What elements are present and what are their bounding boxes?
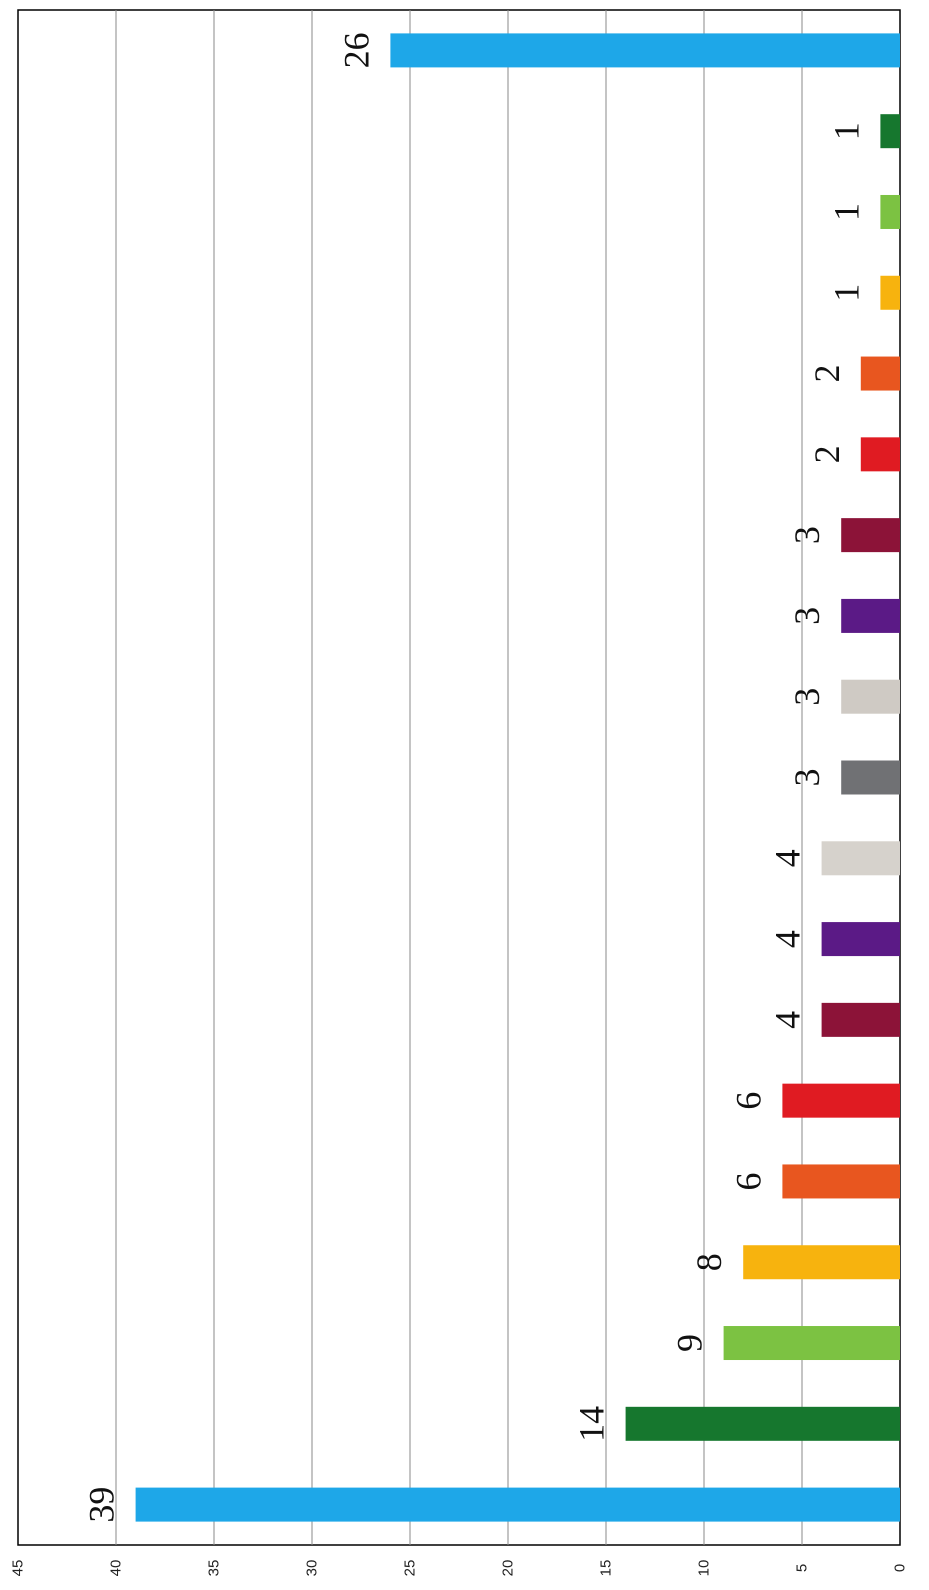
bar <box>841 679 900 714</box>
data-label: 3 <box>787 688 827 706</box>
data-label: 3 <box>787 526 827 544</box>
tick-label: 10 <box>696 1560 713 1577</box>
bar <box>782 1083 900 1118</box>
bar <box>821 1002 900 1037</box>
bar <box>841 598 900 633</box>
bar <box>625 1406 900 1441</box>
data-label: 4 <box>768 930 808 948</box>
data-label: 4 <box>768 1011 808 1029</box>
bar <box>880 194 900 229</box>
tick-label: 30 <box>304 1560 321 1577</box>
tick-label: 25 <box>402 1560 419 1577</box>
bar <box>841 518 900 553</box>
plot-area <box>17 9 901 1546</box>
bar <box>821 841 900 876</box>
data-label: 39 <box>82 1487 122 1523</box>
data-label: 3 <box>787 769 827 787</box>
data-label: 9 <box>670 1334 710 1352</box>
data-label: 1 <box>826 122 866 140</box>
bar <box>782 1164 900 1199</box>
data-label: 14 <box>572 1406 612 1442</box>
bar <box>821 922 900 957</box>
data-label: 6 <box>728 1092 768 1110</box>
bar <box>880 114 900 149</box>
data-labels: 39 14 9 8 6 6 4 4 4 3 3 3 3 2 2 1 1 1 26 <box>82 32 867 1522</box>
bar <box>390 33 900 68</box>
gridlines <box>115 10 803 1545</box>
data-label: 26 <box>336 32 376 68</box>
data-label: 8 <box>689 1253 729 1271</box>
bar <box>841 760 900 795</box>
bar <box>880 275 900 310</box>
value-axis: 0 5 10 15 20 25 30 35 40 45 <box>10 1560 909 1577</box>
data-label: 3 <box>787 607 827 625</box>
data-label: 1 <box>826 203 866 221</box>
bar <box>860 356 900 391</box>
bar <box>723 1326 900 1361</box>
bar <box>135 1487 901 1522</box>
tick-label: 0 <box>892 1564 909 1572</box>
tick-label: 45 <box>10 1560 27 1577</box>
data-label: 4 <box>768 849 808 867</box>
tick-label: 5 <box>794 1564 811 1572</box>
tick-label: 20 <box>500 1560 517 1577</box>
tick-label: 35 <box>206 1560 223 1577</box>
bar <box>743 1245 900 1280</box>
bars <box>135 33 901 1522</box>
data-label: 6 <box>728 1172 768 1190</box>
tick-label: 15 <box>598 1560 615 1577</box>
tick-label: 40 <box>108 1560 125 1577</box>
data-label: 1 <box>826 284 866 302</box>
data-label: 2 <box>807 445 847 463</box>
data-label: 2 <box>807 365 847 383</box>
bar <box>860 437 900 472</box>
